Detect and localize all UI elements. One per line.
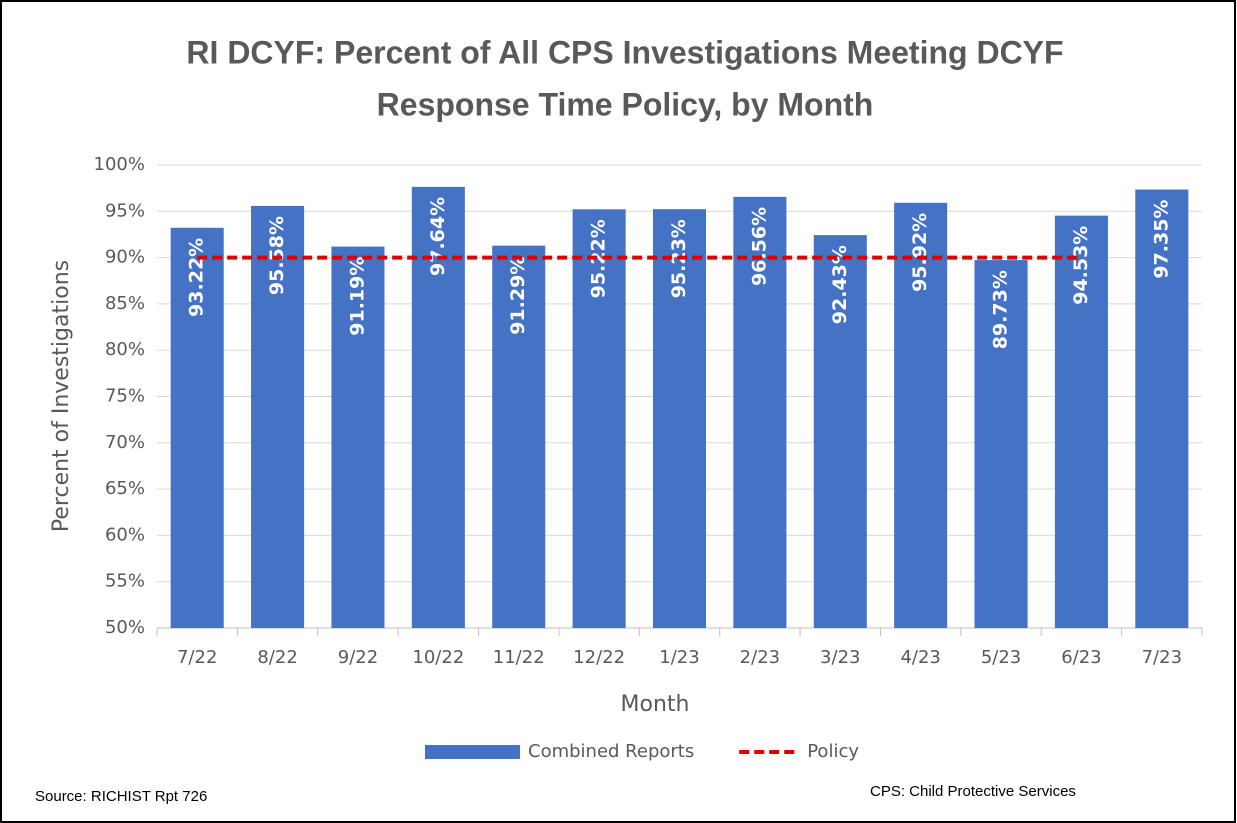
x-tick-label: 2/23 (740, 647, 780, 668)
y-tick-label: 85% (105, 293, 145, 314)
x-tick-label: 5/23 (981, 647, 1021, 668)
data-label: 95.22% (588, 219, 610, 298)
data-label: 97.35% (1150, 200, 1172, 279)
x-tick-label: 7/23 (1142, 647, 1182, 668)
data-label: 97.64% (427, 197, 449, 276)
data-label: 91.29% (507, 256, 529, 335)
x-tick-label: 1/23 (659, 647, 699, 668)
x-tick-label: 11/22 (493, 647, 545, 668)
y-axis-label: Percent of Investigations (49, 260, 74, 532)
x-tick-label: 4/23 (900, 647, 940, 668)
legend-label: Policy (807, 741, 859, 762)
bar (652, 209, 707, 628)
y-tick-label: 95% (105, 200, 145, 221)
bar (331, 246, 385, 628)
y-tick-label: 65% (105, 478, 145, 499)
x-tick-label: 8/22 (257, 647, 297, 668)
data-label: 95.92% (909, 213, 931, 292)
legend-swatch (425, 745, 520, 759)
bar (813, 235, 867, 628)
y-tick-label: 80% (105, 339, 145, 360)
bar (1054, 215, 1108, 628)
y-tick-label: 60% (105, 524, 145, 545)
chart-title: Response Time Policy, by Month (377, 86, 874, 122)
bar (170, 227, 224, 628)
y-tick-label: 100% (94, 154, 145, 175)
bar (733, 196, 787, 628)
data-label: 96.56% (748, 207, 770, 286)
x-tick-label: 7/22 (177, 647, 217, 668)
y-tick-label: 90% (105, 247, 145, 268)
y-tick-label: 70% (105, 432, 145, 453)
x-tick-label: 6/23 (1061, 647, 1101, 668)
cps-note: CPS: Child Protective Services (870, 783, 1076, 800)
bar (894, 202, 948, 628)
bar (572, 209, 626, 628)
data-label: 92.43% (829, 245, 851, 324)
x-tick-label: 9/22 (338, 647, 378, 668)
x-tick-label: 10/22 (412, 647, 464, 668)
x-axis-label: Month (621, 692, 690, 717)
data-label: 89.73% (990, 270, 1012, 349)
x-tick-label: 12/22 (573, 647, 625, 668)
bar (411, 186, 465, 628)
bar (251, 205, 305, 628)
source-note: Source: RICHIST Rpt 726 (35, 788, 207, 805)
legend-label: Combined Reports (528, 741, 694, 762)
data-label: 91.19% (346, 257, 368, 336)
data-label: 93.22% (186, 238, 208, 317)
bar (974, 260, 1028, 628)
bar (492, 245, 546, 628)
y-tick-label: 75% (105, 386, 145, 407)
bar (1135, 189, 1189, 628)
y-tick-label: 55% (105, 571, 145, 592)
data-label: 95.58% (266, 216, 288, 295)
x-tick-label: 3/23 (820, 647, 860, 668)
y-tick-label: 50% (105, 617, 145, 638)
data-label: 94.53% (1070, 226, 1092, 305)
chart-title: RI DCYF: Percent of All CPS Investigatio… (186, 34, 1063, 70)
